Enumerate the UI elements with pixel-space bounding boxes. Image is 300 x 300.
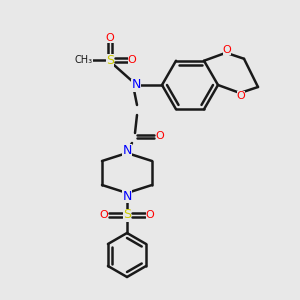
Text: O: O — [223, 45, 231, 55]
Text: N: N — [122, 143, 132, 157]
Text: N: N — [122, 190, 132, 202]
Text: O: O — [128, 55, 136, 65]
Text: O: O — [146, 210, 154, 220]
Text: N: N — [131, 79, 141, 92]
Text: O: O — [106, 33, 114, 43]
Text: O: O — [100, 210, 108, 220]
Text: O: O — [237, 91, 245, 101]
Text: S: S — [106, 53, 114, 67]
Text: O: O — [156, 131, 164, 141]
Text: S: S — [123, 208, 131, 221]
Text: CH₃: CH₃ — [75, 55, 93, 65]
